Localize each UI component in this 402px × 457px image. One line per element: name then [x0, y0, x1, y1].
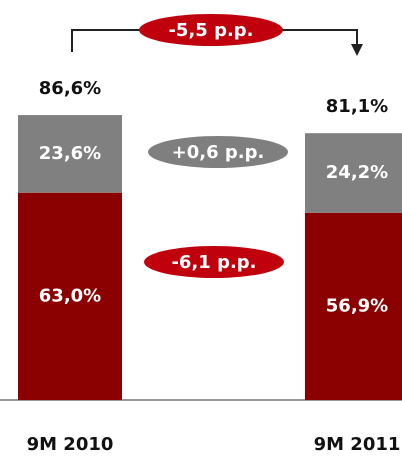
bar-segment [18, 192, 122, 400]
total-label: 86,6% [39, 78, 101, 99]
total-label: 81,1% [326, 96, 388, 117]
annotation: -6,1 p.p. [171, 252, 256, 273]
bar-segment [18, 115, 122, 193]
value-label: 23,6% [39, 143, 101, 164]
value-label: 24,2% [326, 162, 388, 183]
bar-segment [305, 212, 402, 400]
badge [144, 246, 284, 278]
annotation: +0,6 p.p. [172, 142, 265, 163]
x-tick-label: 9M 2011 [314, 434, 401, 455]
annotation: -5,5 p.p. [168, 20, 253, 41]
value-label: 63,0% [39, 285, 101, 306]
x-tick-label: 9M 2010 [27, 434, 114, 455]
badge [139, 14, 283, 46]
bar-segment [305, 133, 402, 213]
badge [148, 136, 288, 168]
value-label: 56,9% [326, 295, 388, 316]
arrow-head [351, 44, 363, 56]
